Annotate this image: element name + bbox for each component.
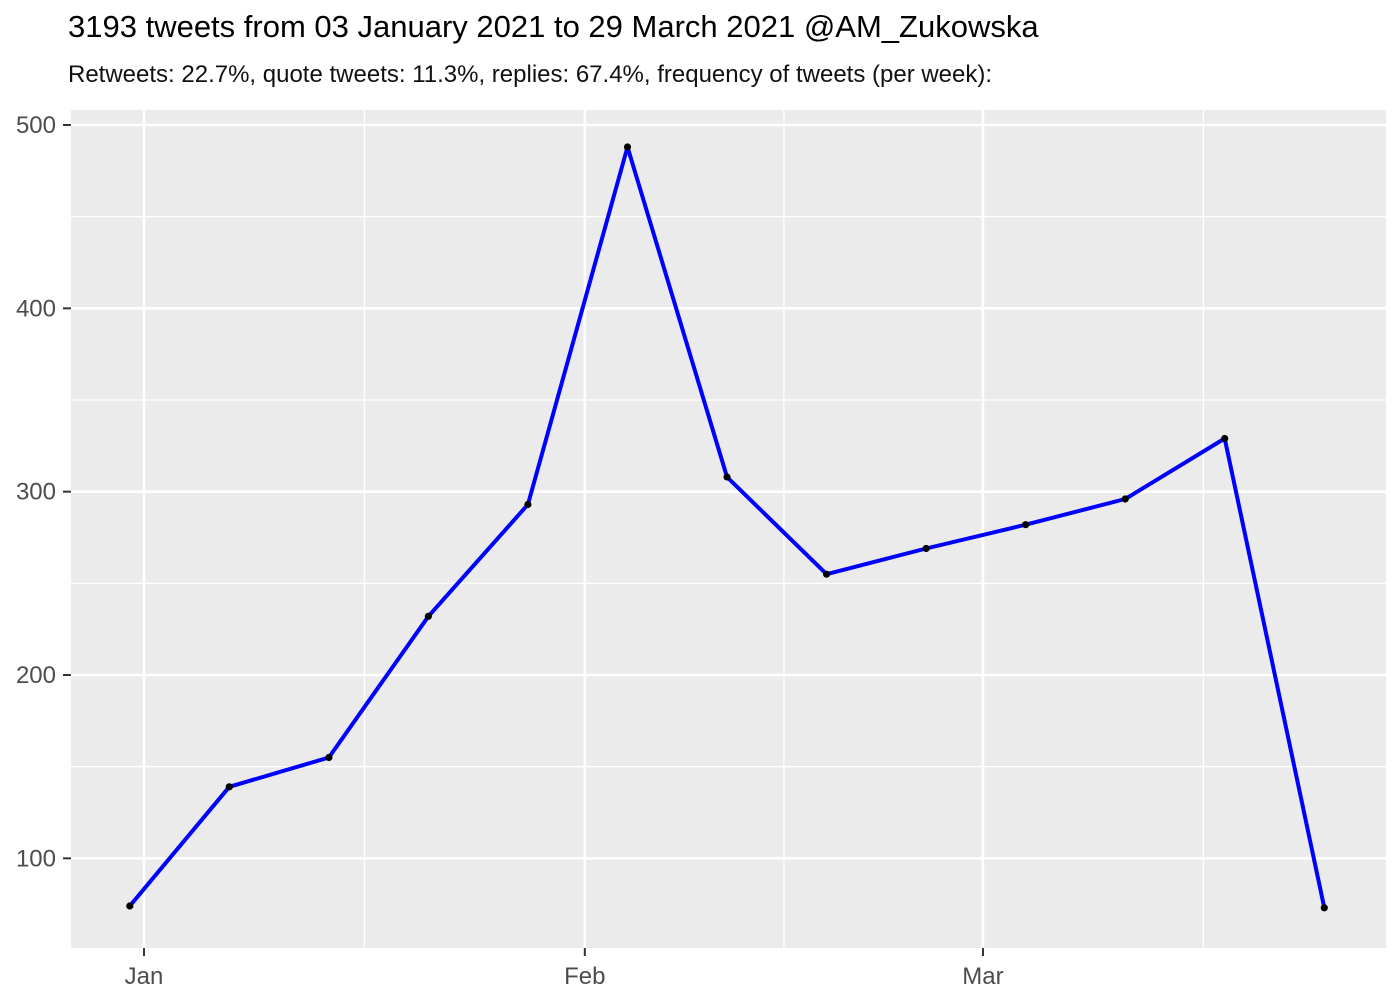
y-tick-label: 300 [16, 479, 56, 506]
data-point [1121, 495, 1129, 503]
chart-title: 3193 tweets from 03 January 2021 to 29 M… [68, 9, 1039, 44]
chart-subtitle: Retweets: 22.7%, quote tweets: 11.3%, re… [68, 61, 993, 88]
data-point [623, 143, 632, 151]
data-point [1320, 904, 1328, 912]
data-point [424, 612, 432, 620]
x-tick-label: Feb [564, 963, 605, 990]
data-point [823, 570, 831, 578]
y-tick-label: 400 [16, 295, 56, 322]
data-point [723, 473, 731, 481]
y-tick-label: 200 [16, 662, 56, 689]
data-point [225, 783, 233, 791]
data-point [1221, 434, 1229, 443]
y-tick-label: 100 [16, 845, 56, 872]
data-point [325, 753, 333, 762]
y-tick-label: 500 [16, 112, 56, 139]
data-point [1022, 521, 1030, 529]
x-tick-label: Jan [125, 963, 164, 990]
data-point [922, 544, 930, 553]
data-point [126, 902, 134, 910]
data-point [524, 500, 532, 509]
chart-panel [71, 110, 1386, 948]
x-tick-label: Mar [962, 963, 1003, 990]
